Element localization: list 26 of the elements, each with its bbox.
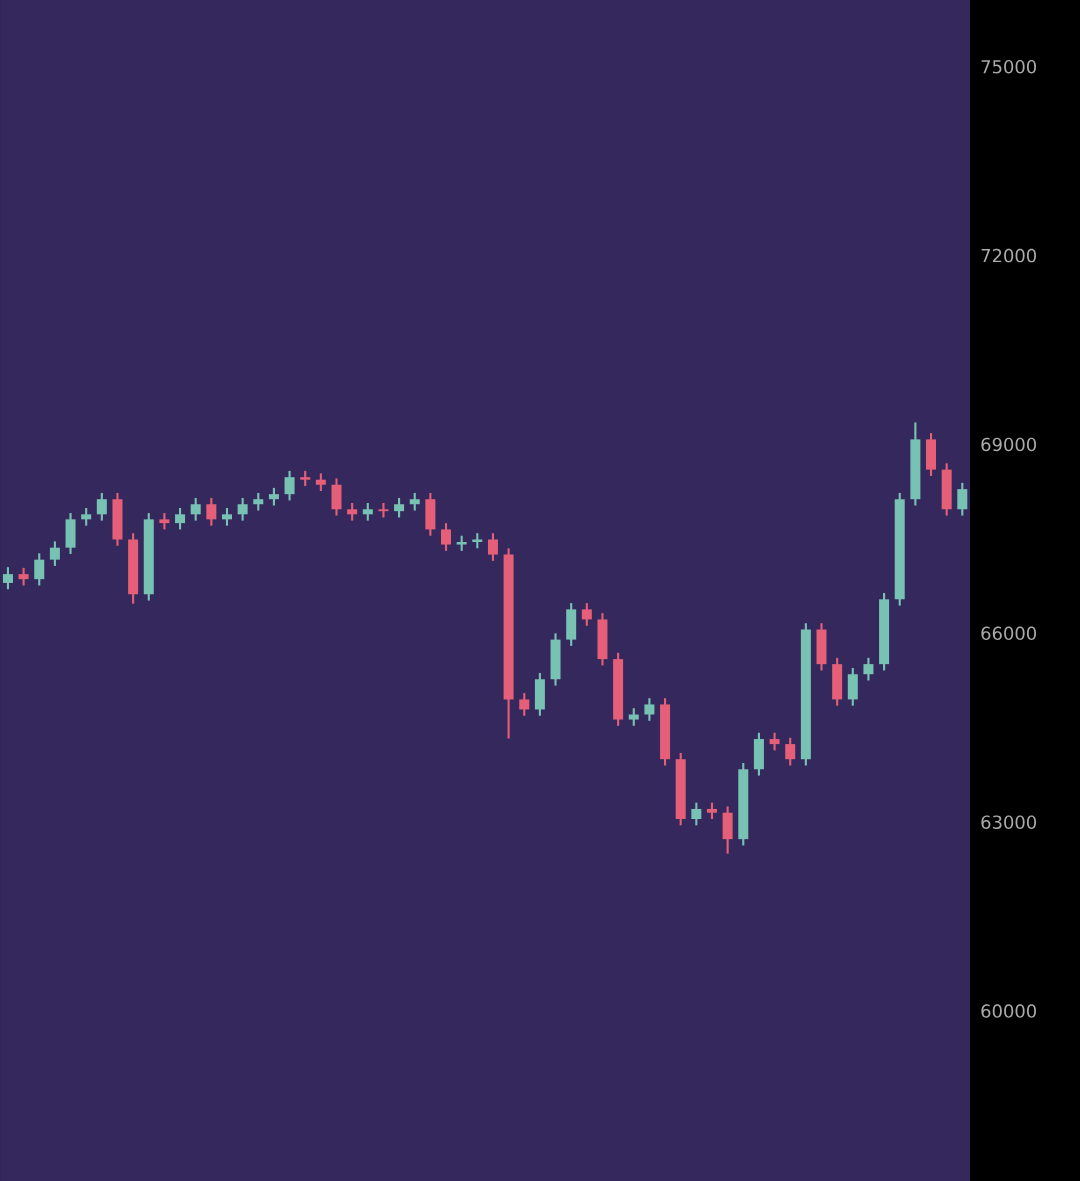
candlestick: [237, 496, 248, 522]
candlestick: [49, 540, 60, 568]
candlestick: [440, 522, 451, 552]
candlestick: [2, 566, 13, 591]
candlestick: [394, 496, 405, 519]
candlestick: [96, 491, 107, 522]
candlestick: [190, 496, 201, 522]
candlestick: [34, 552, 45, 587]
candlestick: [174, 506, 185, 531]
candlestick: [378, 501, 389, 519]
candlestick: [519, 692, 530, 717]
y-tick-label: 69000: [981, 437, 1036, 452]
y-tick-label: 75000: [981, 59, 1036, 74]
candlestick: [206, 496, 217, 527]
candlestick: [644, 697, 655, 722]
candlestick: [691, 801, 702, 827]
candlestick: [581, 602, 592, 627]
y-tick-label: 63000: [981, 815, 1036, 829]
candlestick: [284, 469, 295, 502]
candlestick: [863, 656, 874, 682]
candlestick: [957, 481, 968, 517]
candlestick: [785, 736, 796, 767]
y-tick-label: 72000: [981, 248, 1036, 263]
candlestick: [487, 532, 498, 562]
y-tick-label: 60000: [981, 1004, 1036, 1018]
y-tick-label: 66000: [981, 626, 1036, 641]
